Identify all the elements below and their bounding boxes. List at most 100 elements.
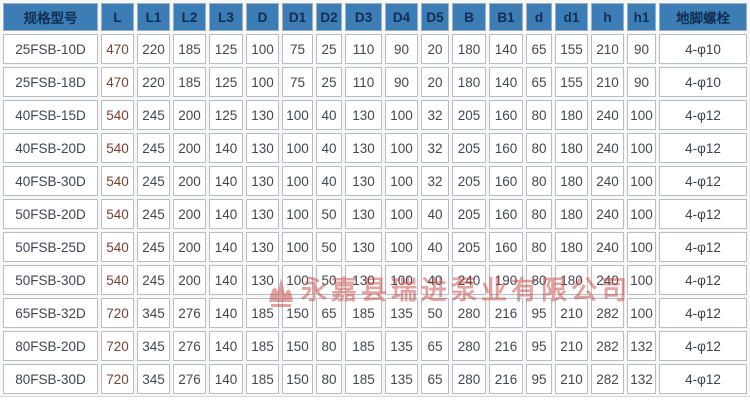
- value-cell: 185: [345, 298, 382, 328]
- value-cell: 80: [526, 100, 552, 130]
- value-cell: 140: [209, 232, 243, 262]
- value-cell: 100: [385, 199, 418, 229]
- table-row: 80FSB-20D 720 345 276 140 185 150 80 185 135 65 280…: [3, 331, 747, 361]
- value-cell: 100: [627, 265, 656, 295]
- value-cell: 100: [282, 133, 313, 163]
- value-cell: 185: [173, 67, 206, 97]
- value-cell: 160: [489, 100, 523, 130]
- value-cell: 90: [385, 67, 418, 97]
- value-cell: 50: [316, 232, 342, 262]
- value-cell: 4-φ12: [659, 166, 747, 196]
- value-cell: 185: [173, 34, 206, 64]
- model-cell: 25FSB-18D: [3, 67, 98, 97]
- value-cell: 75: [282, 34, 313, 64]
- value-cell: 100: [627, 298, 656, 328]
- value-cell: 20: [421, 34, 449, 64]
- value-cell: 130: [246, 265, 279, 295]
- value-cell: 40: [316, 100, 342, 130]
- value-cell: 32: [421, 166, 449, 196]
- table-row: 50FSB-30D 540 245 200 140 130 100 50 130 100 40 240…: [3, 265, 747, 295]
- value-cell: 4-φ12: [659, 265, 747, 295]
- value-cell: 185: [246, 298, 279, 328]
- value-cell: 155: [555, 67, 588, 97]
- value-cell: 185: [246, 364, 279, 394]
- value-cell: 720: [101, 364, 134, 394]
- value-cell: 100: [282, 100, 313, 130]
- value-cell: 130: [246, 166, 279, 196]
- value-cell: 276: [173, 364, 206, 394]
- value-cell: 4-φ10: [659, 34, 747, 64]
- value-cell: 95: [526, 331, 552, 361]
- value-cell: 210: [555, 364, 588, 394]
- value-cell: 100: [627, 133, 656, 163]
- value-cell: 540: [101, 100, 134, 130]
- value-cell: 200: [173, 166, 206, 196]
- table-row: 40FSB-15D 540 245 200 125 130 100 40 130 100 32 205…: [3, 100, 747, 130]
- value-cell: 4-φ12: [659, 364, 747, 394]
- value-cell: 20: [421, 67, 449, 97]
- value-cell: 130: [345, 100, 382, 130]
- header-row: 规格型号 L L1 L2 L3 D D1 D2 D3 D4 D5 B B1 d d1 h h1 地脚螺栓: [3, 3, 747, 31]
- value-cell: 65: [316, 298, 342, 328]
- value-cell: 345: [137, 331, 170, 361]
- value-cell: 245: [137, 265, 170, 295]
- value-cell: 205: [452, 166, 486, 196]
- value-cell: 110: [345, 67, 382, 97]
- model-cell: 80FSB-30D: [3, 364, 98, 394]
- value-cell: 32: [421, 100, 449, 130]
- value-cell: 216: [489, 364, 523, 394]
- value-cell: 140: [489, 67, 523, 97]
- value-cell: 4-φ12: [659, 100, 747, 130]
- value-cell: 80: [526, 265, 552, 295]
- value-cell: 65: [421, 331, 449, 361]
- value-cell: 210: [591, 34, 624, 64]
- value-cell: 130: [345, 199, 382, 229]
- value-cell: 100: [627, 100, 656, 130]
- value-cell: 95: [526, 364, 552, 394]
- model-cell: 40FSB-30D: [3, 166, 98, 196]
- value-cell: 540: [101, 199, 134, 229]
- value-cell: 100: [246, 34, 279, 64]
- table-bottom-edge: [0, 396, 750, 397]
- value-cell: 282: [591, 364, 624, 394]
- value-cell: 50: [316, 199, 342, 229]
- value-cell: 180: [555, 166, 588, 196]
- value-cell: 185: [345, 331, 382, 361]
- value-cell: 200: [173, 100, 206, 130]
- column-header-6: D1: [282, 3, 313, 31]
- value-cell: 90: [627, 67, 656, 97]
- value-cell: 135: [385, 298, 418, 328]
- value-cell: 132: [627, 331, 656, 361]
- value-cell: 205: [452, 232, 486, 262]
- value-cell: 140: [209, 166, 243, 196]
- value-cell: 160: [489, 133, 523, 163]
- value-cell: 40: [316, 133, 342, 163]
- model-cell: 50FSB-20D: [3, 199, 98, 229]
- model-cell: 40FSB-20D: [3, 133, 98, 163]
- value-cell: 80: [526, 199, 552, 229]
- value-cell: 130: [246, 232, 279, 262]
- value-cell: 140: [209, 364, 243, 394]
- value-cell: 245: [137, 133, 170, 163]
- column-header-1: L: [101, 3, 134, 31]
- value-cell: 65: [526, 67, 552, 97]
- column-header-12: B1: [489, 3, 523, 31]
- value-cell: 540: [101, 265, 134, 295]
- value-cell: 160: [489, 232, 523, 262]
- value-cell: 80: [526, 133, 552, 163]
- value-cell: 282: [591, 331, 624, 361]
- value-cell: 130: [246, 100, 279, 130]
- column-header-11: B: [452, 3, 486, 31]
- model-cell: 25FSB-10D: [3, 34, 98, 64]
- value-cell: 90: [385, 34, 418, 64]
- value-cell: 240: [591, 166, 624, 196]
- table-row: 25FSB-10D 470 220 185 125 100 75 25 110 90 20 180 14…: [3, 34, 747, 64]
- value-cell: 155: [555, 34, 588, 64]
- value-cell: 132: [627, 364, 656, 394]
- value-cell: 65: [526, 34, 552, 64]
- value-cell: 130: [246, 199, 279, 229]
- value-cell: 220: [137, 34, 170, 64]
- value-cell: 205: [452, 133, 486, 163]
- column-header-16: h1: [627, 3, 656, 31]
